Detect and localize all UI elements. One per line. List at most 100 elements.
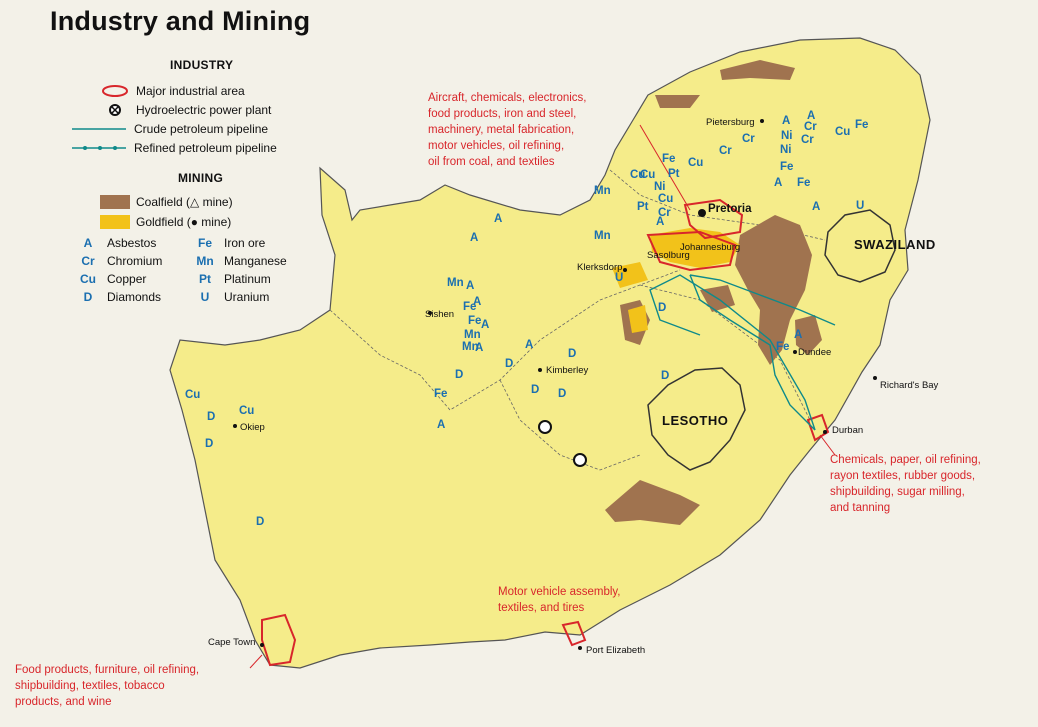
mineral-marker: Cr xyxy=(804,121,817,133)
goldfield xyxy=(628,305,648,333)
hydro-plants xyxy=(538,420,587,467)
mineral-marker: Pt xyxy=(637,201,649,213)
city-dot xyxy=(793,350,797,354)
crude-pipeline xyxy=(689,274,816,431)
mineral-marker: Mn xyxy=(447,277,464,289)
city-dot xyxy=(233,424,237,428)
mineral-marker: Mn xyxy=(594,185,611,197)
legend-goldfield: Goldfield (● mine) xyxy=(100,215,231,229)
city-label-port-elizabeth: Port Elizabeth xyxy=(586,645,646,656)
mineral-marker: A xyxy=(807,110,815,122)
mineral-marker: Fe xyxy=(797,177,810,189)
city-label-kimberley: Kimberley xyxy=(546,365,589,376)
swaziland-shape xyxy=(824,209,896,283)
mineral-marker: A xyxy=(470,232,478,244)
province-boundary xyxy=(499,379,641,471)
mineral-code: U xyxy=(200,290,210,304)
hydro-plant-icon xyxy=(100,103,130,117)
mineral-label: Manganese xyxy=(224,254,287,268)
coalfield xyxy=(655,95,700,108)
mineral-marker: D xyxy=(455,369,463,381)
mineral-marker: Ni xyxy=(654,181,666,193)
mineral-marker: D xyxy=(205,438,213,450)
mineral-marker: A xyxy=(494,213,502,225)
city-label-dundee: Dundee xyxy=(798,347,832,358)
mineral-marker: A xyxy=(525,339,533,351)
legend-crude-pipeline: Crude petroleum pipeline xyxy=(70,122,268,136)
mineral-marker: U xyxy=(615,272,623,284)
mineral-marker: Cr xyxy=(742,133,755,145)
mineral-marker: U xyxy=(856,200,864,212)
legend-mineral-chromium: Cr Chromium xyxy=(75,254,162,268)
mineral-marker: Fe xyxy=(434,388,447,400)
mineral-marker: Fe xyxy=(662,153,675,165)
pretoria-star-icon xyxy=(698,209,706,217)
city-label-sasolburg: Sasolburg xyxy=(647,250,690,261)
note-leaders xyxy=(249,124,836,669)
mineral-marker: D xyxy=(505,358,513,370)
refined-pipeline xyxy=(649,274,816,431)
industry-note-cape-town: Food products, furniture, oil refining, … xyxy=(15,664,200,708)
city-label-okiep: Okiep xyxy=(240,422,265,433)
mineral-marker: A xyxy=(473,296,481,308)
legend-mineral-copper: Cu Copper xyxy=(75,272,146,286)
mineral-marker: D xyxy=(558,388,566,400)
mineral-marker: Cu xyxy=(835,126,850,138)
coalfield xyxy=(795,315,822,355)
legend-label: Hydroelectric power plant xyxy=(136,103,272,117)
mineral-marker: D xyxy=(207,411,215,423)
city-dot xyxy=(260,643,264,647)
mineral-marker: A xyxy=(812,201,820,213)
goldfield xyxy=(612,262,648,288)
mineral-marker: Fe xyxy=(463,301,476,313)
mineral-marker: D xyxy=(568,348,576,360)
mineral-marker: Mn xyxy=(464,329,481,341)
coalfield xyxy=(605,480,700,525)
refined-pipeline xyxy=(689,274,836,326)
mineral-marker: A xyxy=(774,177,782,189)
mineral-code: Fe xyxy=(197,236,212,250)
legend-mining-heading: MINING xyxy=(178,171,224,185)
coalfield-icon xyxy=(100,195,130,209)
mineral-label: Diamonds xyxy=(107,290,162,304)
mineral-marker: Cu xyxy=(688,157,703,169)
city-dot xyxy=(623,268,627,272)
mineral-marker: Cr xyxy=(801,134,814,146)
legend-mineral-diamonds: D Diamonds xyxy=(75,290,161,304)
south-africa-land xyxy=(169,37,931,669)
industrial-area-cape-town xyxy=(261,613,297,667)
legend-label: Refined petroleum pipeline xyxy=(134,141,277,155)
city-label-durban: Durban xyxy=(832,425,864,436)
leader-line xyxy=(249,654,263,669)
city-dot xyxy=(538,368,542,372)
mineral-label: Iron ore xyxy=(224,236,266,250)
mineral-label: Uranium xyxy=(224,290,270,304)
province-boundary xyxy=(639,284,811,421)
industry-note-port-elizabeth: Motor vehicle assembly, textiles, and ti… xyxy=(498,586,621,614)
legend-mineral-asbestos: A Asbestos xyxy=(75,236,157,250)
industrial-area-pretoria xyxy=(683,198,744,240)
city-label-richards-bay: Richard's Bay xyxy=(880,380,939,391)
mineral-label: Copper xyxy=(107,272,147,286)
mineral-marker: D xyxy=(531,384,539,396)
industry-note-durban: Chemicals, paper, oil refining, rayon te… xyxy=(830,454,981,514)
city-dot xyxy=(578,646,582,650)
coalfield xyxy=(735,215,812,365)
legend-label: Major industrial area xyxy=(136,84,245,98)
hydro-plant-icon xyxy=(573,453,587,467)
mineral-code: Cr xyxy=(81,254,95,268)
mineral-marker: A xyxy=(481,319,489,331)
pipelines xyxy=(649,274,836,431)
refined-pipeline-icon xyxy=(70,141,128,155)
mineral-marker: A xyxy=(437,419,445,431)
mineral-marker: A xyxy=(475,342,483,354)
city-dots xyxy=(233,119,877,650)
city-dot xyxy=(873,376,877,380)
mineral-marker: A xyxy=(794,329,802,341)
legend-industry-heading: INDUSTRY xyxy=(170,58,234,72)
page-title: Industry and Mining xyxy=(50,6,311,36)
leader-line xyxy=(639,124,691,211)
mineral-marker: Cu xyxy=(185,389,200,401)
lesotho-shape xyxy=(647,367,746,471)
